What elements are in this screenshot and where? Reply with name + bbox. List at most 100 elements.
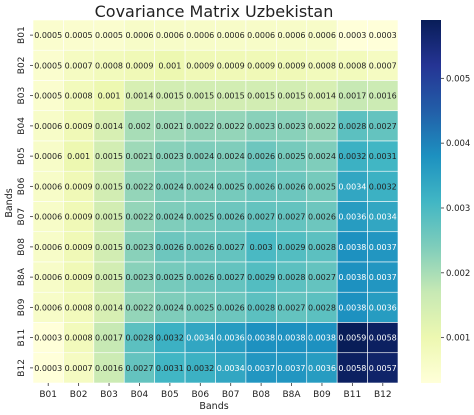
cell-value-label: 0.0023 (247, 122, 275, 131)
cell-value-label: 0.0022 (308, 122, 336, 131)
x-tick-label: B09 (313, 390, 331, 400)
cell-value-label: 0.001 (98, 92, 121, 101)
heatmap-cell (367, 261, 399, 293)
cell-value-label: 0.0038 (338, 303, 366, 312)
cell-value-label: 0.0038 (308, 334, 336, 343)
cell-value-label: 0.0034 (338, 182, 366, 191)
heatmap-cell (123, 201, 155, 233)
heatmap-cell (32, 19, 64, 51)
y-tick-label: B08 (17, 238, 27, 256)
x-axis-label: Bands (199, 401, 228, 412)
cell-value-label: 0.0026 (278, 182, 306, 191)
cell-value-label: 0.0021 (156, 122, 184, 131)
cell-value-label: 0.0014 (125, 92, 153, 101)
colorbar-ticks: 0.001 0.002 0.003 0.004 0.005 (441, 74, 470, 344)
colorbar (421, 20, 441, 383)
heatmap-cell (184, 201, 216, 233)
x-tick-label: B11 (344, 390, 362, 400)
cell-value-label: 0.0006 (34, 213, 62, 222)
y-tick-label: B01 (17, 26, 27, 44)
cell-value-label: 0.0003 (369, 31, 397, 40)
cell-value-label: 0.0005 (34, 61, 62, 70)
heatmap-cell (215, 49, 247, 81)
cell-value-label: 0.002 (128, 122, 151, 131)
cell-value-label: 0.0037 (369, 273, 397, 282)
cell-value-label: 0.0027 (278, 303, 306, 312)
cell-value-label: 0.0024 (186, 182, 214, 191)
heatmap-cell (276, 49, 308, 81)
x-tick-label: B06 (191, 390, 209, 400)
cell-value-label: 0.0025 (217, 182, 245, 191)
heatmap-cell (184, 352, 216, 384)
cell-value-label: 0.0006 (34, 273, 62, 282)
cell-value-label: 0.0029 (278, 243, 306, 252)
cell-value-label: 0.0031 (369, 152, 397, 161)
heatmap-cell (306, 201, 338, 233)
cell-value-label: 0.0017 (338, 92, 366, 101)
heatmap-cell (336, 140, 368, 172)
heatmap-cell (215, 261, 247, 293)
heatmap-cell (123, 110, 155, 142)
heatmap-cell (63, 261, 95, 293)
cell-value-label: 0.0009 (65, 273, 93, 282)
heatmap-cell (245, 140, 277, 172)
heatmap-cell (123, 322, 155, 354)
heatmap-cell (367, 110, 399, 142)
x-tick-label: B04 (131, 390, 149, 400)
heatmap-cell (367, 291, 399, 323)
heatmap-cell (215, 110, 247, 142)
heatmap-cell (245, 261, 277, 293)
cell-value-label: 0.0034 (369, 213, 397, 222)
cell-value-label: 0.0015 (95, 243, 123, 252)
cell-value-label: 0.0026 (247, 152, 275, 161)
cell-value-label: 0.0026 (217, 213, 245, 222)
heatmap-cell (123, 49, 155, 81)
heatmap-cell (63, 291, 95, 323)
heatmap-cell (123, 261, 155, 293)
heatmap-cell (245, 322, 277, 354)
x-tick-label: B03 (100, 390, 118, 400)
cell-value-label: 0.0036 (217, 334, 245, 343)
heatmap-cell (32, 170, 64, 202)
heatmap-cell (123, 231, 155, 263)
cell-value-label: 0.0027 (369, 122, 397, 131)
cell-value-label: 0.0005 (95, 31, 123, 40)
heatmap-cell (123, 170, 155, 202)
cell-value-label: 0.0015 (95, 182, 123, 191)
cell-value-label: 0.0015 (95, 273, 123, 282)
y-tick-label: B06 (17, 177, 27, 195)
heatmap-cell (93, 140, 125, 172)
heatmap-cell (32, 110, 64, 142)
cell-value-label: 0.0026 (186, 243, 214, 252)
heatmap-cell (184, 49, 216, 81)
heatmap-cell (32, 322, 64, 354)
heatmap-cell (93, 231, 125, 263)
y-tick-label: B12 (17, 359, 27, 377)
heatmap-cell (93, 80, 125, 112)
y-tick-label: B03 (17, 87, 27, 105)
cell-value-label: 0.0022 (186, 122, 214, 131)
heatmap-cell (367, 322, 399, 354)
heatmap-cell (276, 170, 308, 202)
cell-value-label: 0.0037 (247, 364, 275, 373)
cell-value-label: 0.0006 (34, 122, 62, 131)
heatmap-cell (367, 19, 399, 51)
cell-value-label: 0.0006 (278, 31, 306, 40)
cell-value-label: 0.0003 (34, 334, 62, 343)
cell-value-label: 0.0027 (308, 273, 336, 282)
heatmap-cell (32, 231, 64, 263)
cell-value-label: 0.0009 (186, 61, 214, 70)
cell-value-label: 0.0003 (34, 364, 62, 373)
cell-value-label: 0.0015 (156, 92, 184, 101)
cell-value-label: 0.0005 (34, 31, 62, 40)
heatmap-cell (336, 291, 368, 323)
heatmap-cell (184, 140, 216, 172)
heatmap-cell (184, 110, 216, 142)
cell-value-label: 0.0024 (186, 152, 214, 161)
heatmap-cell (93, 322, 125, 354)
heatmap-cell (306, 110, 338, 142)
cell-value-label: 0.0006 (217, 31, 245, 40)
heatmap-cell (245, 49, 277, 81)
x-tick-label: B07 (222, 390, 240, 400)
cell-value-label: 0.0027 (278, 213, 306, 222)
